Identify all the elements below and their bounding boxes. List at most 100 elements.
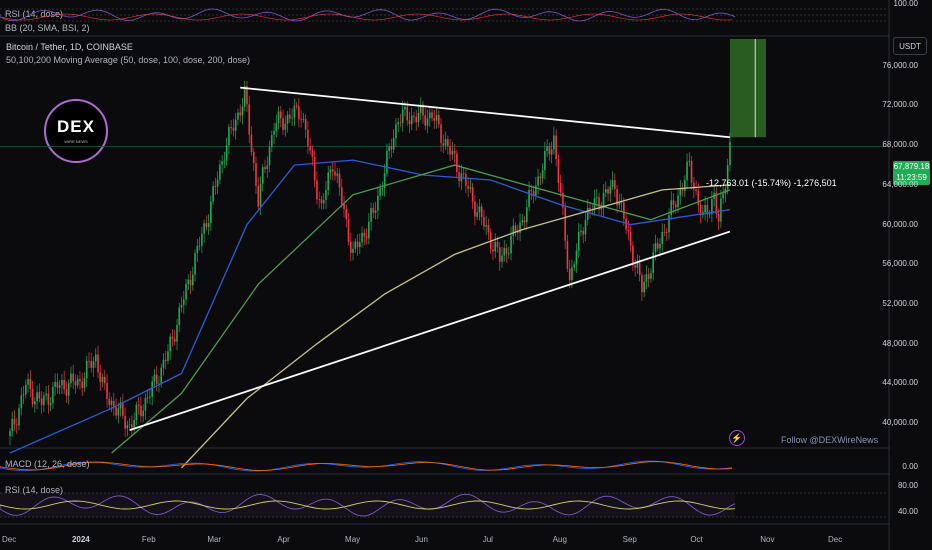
candle-body: [131, 424, 133, 428]
candle-body: [568, 268, 571, 281]
candle-body: [149, 396, 151, 398]
candle-body: [65, 389, 68, 396]
y-tick-label: 56,000.00: [882, 259, 918, 269]
candle-body: [126, 424, 129, 429]
macd-label: MACD (12, 26, dose): [5, 459, 90, 469]
candle-body: [672, 200, 675, 205]
candle-body: [659, 243, 661, 249]
candle-body: [85, 360, 88, 379]
candle-body: [216, 179, 219, 187]
candle-body: [63, 379, 65, 390]
candle-body: [255, 163, 257, 186]
candle-body: [185, 283, 187, 300]
candle-body: [320, 199, 323, 204]
candle-body: [656, 243, 659, 249]
candle-body: [437, 114, 440, 125]
candle-body: [49, 403, 52, 405]
candle-body: [471, 187, 474, 202]
candle-body: [422, 104, 424, 116]
candle-body: [207, 222, 210, 227]
price-tag: 67,879.18 11:23:59: [893, 161, 930, 185]
candle-body: [494, 241, 497, 252]
candle-body: [458, 172, 460, 182]
candle-body: [632, 245, 634, 266]
candle-body: [661, 231, 664, 244]
candle-body: [503, 248, 506, 256]
candle-body: [519, 222, 521, 233]
candle-body: [368, 221, 370, 239]
candle-body: [625, 218, 627, 230]
candle-body: [711, 199, 713, 214]
candle-body: [539, 176, 542, 179]
candle-body: [428, 112, 431, 119]
candle-body: [124, 415, 126, 429]
candle-body: [167, 351, 169, 362]
candle-body: [537, 176, 539, 186]
candle-body: [668, 215, 670, 233]
candle-body: [219, 164, 221, 180]
candle-body: [715, 193, 718, 214]
candle-body: [722, 193, 724, 199]
x-tick-label: Oct: [690, 535, 703, 544]
candle-body: [246, 86, 248, 105]
candle-body: [223, 160, 226, 162]
candle-body: [205, 223, 208, 227]
dex-logo: DEX WIRE NEWS: [44, 99, 108, 163]
candle-body: [250, 134, 253, 153]
top-pane-bb-label: BB (20, SMA, BSI, 2): [5, 23, 90, 33]
candle-body: [137, 404, 140, 406]
candle-body: [173, 338, 176, 342]
candle-body: [192, 274, 194, 286]
candle-body: [618, 202, 621, 206]
candle-body: [467, 186, 469, 189]
candle-body: [444, 139, 447, 146]
candle-body: [270, 135, 273, 147]
candle-body: [555, 135, 557, 160]
candle-body: [645, 274, 648, 282]
candle-body: [354, 241, 357, 249]
candle-body: [22, 394, 25, 396]
rsi-line: [0, 493, 736, 517]
candle-body: [106, 383, 108, 399]
candle-body: [43, 395, 45, 406]
candle-body: [81, 381, 84, 389]
rsi-axis-40: 40.00: [897, 507, 918, 516]
candle-body: [372, 208, 375, 213]
candle-body: [169, 336, 172, 352]
x-tick-label: Mar: [207, 535, 222, 544]
candle-body: [252, 152, 255, 164]
candle-body: [483, 217, 485, 227]
candle-body: [36, 392, 38, 402]
y-tick-label: 48,000.00: [882, 338, 918, 348]
candle-body: [589, 207, 591, 210]
rsi-band: [0, 493, 735, 517]
candle-body: [557, 159, 560, 184]
candle-body: [674, 204, 677, 208]
candle-body: [101, 376, 104, 382]
candle-body: [58, 385, 61, 388]
candle-body: [614, 180, 616, 190]
candle-body: [291, 117, 293, 119]
ma-title: 50,100,200 Moving Average (50, dose, 100…: [6, 55, 251, 65]
candle-body: [268, 146, 271, 166]
candle-body: [708, 213, 711, 215]
candle-body: [359, 242, 361, 247]
measure-readout: -12,763.01 (-15.74%) -1,276,501: [706, 178, 837, 188]
candle-body: [512, 225, 515, 236]
candle-body: [20, 395, 23, 409]
currency-button[interactable]: USDT: [893, 37, 927, 55]
trendline: [240, 86, 731, 139]
candle-body: [29, 379, 32, 390]
candle-body: [695, 189, 697, 192]
candle-body: [45, 393, 47, 396]
candle-body: [115, 407, 117, 416]
candle-body: [356, 241, 359, 247]
x-tick-label: Jun: [415, 535, 428, 544]
candle-body: [447, 139, 449, 146]
top-pane-axis-value: 100.00: [893, 0, 918, 8]
macd-signal-line: [0, 461, 733, 471]
candle-body: [239, 112, 241, 116]
candle-body: [688, 160, 691, 162]
candle-body: [289, 114, 291, 119]
